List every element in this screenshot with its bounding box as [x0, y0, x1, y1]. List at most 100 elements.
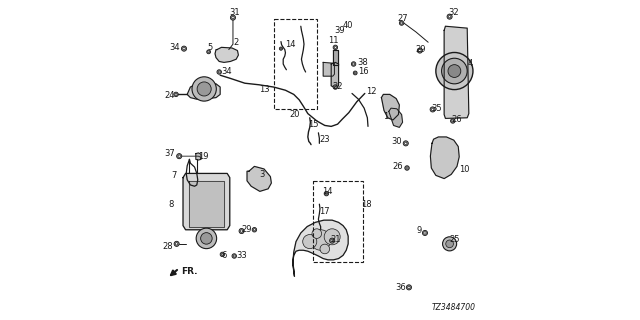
Text: 25: 25 [450, 235, 460, 244]
Circle shape [232, 16, 234, 19]
Text: 7: 7 [172, 171, 177, 180]
Circle shape [333, 45, 338, 50]
Circle shape [419, 49, 421, 52]
Circle shape [452, 120, 454, 122]
Circle shape [280, 48, 282, 49]
Circle shape [424, 232, 426, 234]
Circle shape [175, 243, 178, 245]
Polygon shape [292, 220, 348, 276]
Text: 34: 34 [169, 43, 180, 52]
Circle shape [406, 167, 408, 169]
Circle shape [178, 155, 180, 157]
Circle shape [196, 228, 216, 249]
Text: 32: 32 [448, 8, 459, 17]
Bar [274, 19, 317, 109]
Text: 11: 11 [328, 36, 339, 45]
Circle shape [436, 52, 473, 90]
Text: 18: 18 [361, 200, 372, 209]
Text: 28: 28 [162, 242, 173, 251]
Text: 29: 29 [415, 45, 426, 54]
Circle shape [320, 244, 330, 254]
Text: 20: 20 [290, 110, 300, 119]
Polygon shape [333, 50, 338, 65]
Circle shape [431, 108, 434, 111]
Text: 2: 2 [233, 38, 238, 47]
Text: 14: 14 [285, 40, 295, 49]
Polygon shape [187, 83, 220, 99]
Circle shape [422, 230, 428, 236]
Circle shape [217, 70, 221, 74]
Polygon shape [247, 166, 271, 191]
Polygon shape [189, 181, 224, 227]
Text: 39: 39 [334, 26, 345, 35]
Bar [313, 181, 364, 262]
Text: 33: 33 [236, 252, 247, 260]
Circle shape [233, 255, 236, 257]
Circle shape [399, 21, 404, 25]
Circle shape [230, 15, 236, 20]
Text: 5: 5 [207, 43, 212, 52]
Circle shape [252, 228, 257, 232]
Circle shape [221, 253, 223, 255]
Polygon shape [381, 94, 399, 120]
Circle shape [253, 229, 255, 231]
Text: 40: 40 [343, 21, 353, 30]
Circle shape [447, 14, 452, 19]
Text: 4: 4 [467, 60, 472, 68]
Text: FR.: FR. [181, 268, 197, 276]
Text: 13: 13 [259, 85, 270, 94]
Text: 12: 12 [366, 87, 377, 96]
Text: 22: 22 [333, 82, 343, 91]
Circle shape [174, 241, 179, 246]
Circle shape [325, 193, 328, 195]
Circle shape [220, 252, 225, 257]
Circle shape [232, 254, 237, 258]
Circle shape [451, 119, 455, 123]
Circle shape [197, 82, 211, 96]
Circle shape [182, 46, 187, 51]
Polygon shape [215, 47, 239, 62]
Polygon shape [444, 26, 468, 118]
Text: 26: 26 [452, 115, 463, 124]
Text: 10: 10 [460, 165, 470, 174]
Text: 31: 31 [230, 8, 241, 17]
Polygon shape [332, 62, 339, 88]
Text: 9: 9 [417, 226, 422, 235]
Text: 34: 34 [221, 67, 232, 76]
Text: 37: 37 [164, 149, 175, 158]
Circle shape [401, 22, 403, 24]
Circle shape [218, 71, 220, 73]
Circle shape [280, 47, 283, 50]
Circle shape [417, 48, 422, 53]
Text: 19: 19 [198, 152, 208, 161]
Circle shape [239, 228, 244, 234]
Text: 15: 15 [308, 120, 318, 129]
Text: 1: 1 [383, 112, 388, 121]
Circle shape [449, 15, 451, 18]
Text: 26: 26 [392, 162, 403, 171]
Circle shape [175, 93, 177, 95]
Text: 36: 36 [395, 284, 406, 292]
Circle shape [355, 72, 356, 74]
Circle shape [404, 142, 407, 145]
Text: 29: 29 [242, 225, 252, 234]
Circle shape [208, 51, 209, 53]
Polygon shape [196, 153, 201, 160]
Polygon shape [183, 173, 230, 230]
Circle shape [333, 85, 338, 89]
Circle shape [403, 141, 408, 146]
Circle shape [192, 77, 216, 101]
Text: 30: 30 [391, 137, 402, 146]
Circle shape [201, 233, 212, 244]
Text: TZ3484700: TZ3484700 [431, 303, 475, 312]
Circle shape [324, 191, 329, 196]
Text: 38: 38 [358, 58, 369, 67]
Circle shape [408, 286, 410, 289]
Text: 3: 3 [259, 170, 264, 179]
Circle shape [443, 237, 457, 251]
Circle shape [241, 230, 243, 232]
Text: 35: 35 [431, 104, 442, 113]
Circle shape [177, 154, 182, 159]
Circle shape [331, 239, 333, 242]
Circle shape [324, 229, 340, 245]
